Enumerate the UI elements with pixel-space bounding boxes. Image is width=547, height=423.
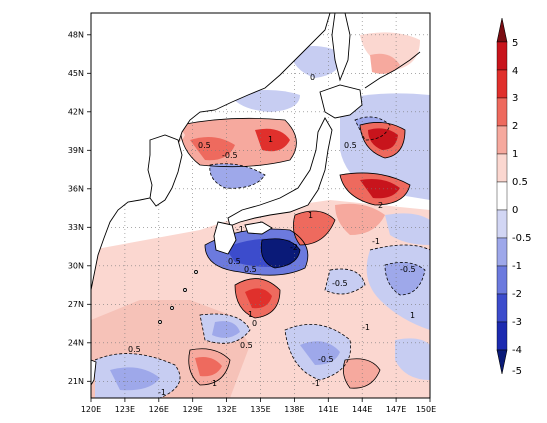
contour-label: -2	[290, 243, 298, 252]
lon-tick-labels: 120E 123E 126E 129E 132E 135E 138E 141E …	[81, 398, 436, 414]
hokkaido	[319, 84, 363, 119]
colorbar-swatch	[496, 153, 508, 183]
contour-label: 0.5	[228, 257, 241, 266]
colorbar-swatch	[496, 125, 508, 155]
contour-label-group: 0 -0.5 0.5 1 -1 0.5 -0.5 1 -1 2 -2 0.5 -…	[128, 73, 416, 397]
contour-label: -0.5	[222, 151, 238, 160]
colorbar-label: 2	[512, 121, 518, 132]
lat-label: 42N	[68, 108, 84, 117]
contour-label: -0.5	[400, 265, 416, 274]
colorbar-label: 4	[512, 66, 518, 77]
colorbar-swatch	[496, 181, 508, 211]
lon-label: 120E	[81, 405, 101, 414]
contour-label: 0.5	[198, 141, 211, 150]
contour-label: 0.5	[128, 345, 141, 354]
lat-tick-labels: 48N 45N 42N 39N 36N 33N 30N 27N 24N 21N	[68, 31, 91, 386]
contour-label: 1	[308, 211, 313, 220]
contour-label: -1	[158, 388, 166, 397]
lon-label: 150E	[416, 405, 436, 414]
colorbar-label: -3	[512, 317, 522, 328]
contour-label: 0.5	[344, 141, 357, 150]
colorbar: 5 4 3 2 1 0.5 0 -0.5 -1 -2 -3 -4 -5	[496, 17, 532, 377]
lat-label: 39N	[68, 146, 84, 155]
contour-label: -1	[236, 225, 244, 234]
contour-label: 0	[310, 73, 315, 82]
lat-label: 24N	[68, 339, 84, 348]
colorbar-swatch	[496, 209, 508, 239]
colorbar-swatch	[496, 321, 508, 351]
kuril-islands	[364, 51, 421, 89]
contour-label: -1	[362, 323, 370, 332]
colorbar-top-arrow	[496, 17, 508, 43]
contour-label: 1	[248, 310, 253, 319]
lat-label: 21N	[68, 377, 84, 386]
lat-label: 27N	[68, 300, 84, 309]
lon-label: 144E	[352, 405, 372, 414]
colorbar-swatch	[496, 293, 508, 323]
lon-label: 138E	[284, 405, 304, 414]
colorbar-label: 5	[512, 38, 518, 49]
contour-label: 0.5	[244, 265, 257, 274]
sakhalin	[331, 13, 351, 82]
colorbar-swatch	[496, 265, 508, 295]
contour-label: -0.5	[318, 355, 334, 364]
contour-label: 0.5	[240, 341, 253, 350]
lon-label: 132E	[216, 405, 236, 414]
colorbar-label: -2	[512, 289, 522, 300]
lon-label: 147E	[386, 405, 406, 414]
colorbar-label: 3	[512, 93, 518, 104]
colorbar-swatch	[496, 41, 508, 71]
contour-label: 0	[252, 319, 257, 328]
colorbar-label: 1	[512, 149, 518, 160]
colorbar-label: 0.5	[512, 177, 528, 188]
colorbar-bottom-arrow	[496, 349, 508, 375]
contour-label: 1	[212, 379, 217, 388]
lat-label: 33N	[68, 223, 84, 232]
colorbar-label: 0	[512, 205, 518, 216]
contour-label: 2	[378, 201, 383, 210]
korea	[147, 134, 183, 207]
colorbar-label: -0.5	[512, 233, 532, 244]
anomaly-fields	[91, 32, 430, 398]
colorbar-label: -4	[512, 345, 522, 356]
colorbar-label: -1	[512, 261, 522, 272]
land	[91, 13, 421, 386]
contour-label: -1	[372, 237, 380, 246]
shikoku	[244, 221, 273, 235]
lat-label: 48N	[68, 31, 84, 40]
colorbar-swatch	[496, 97, 508, 127]
colorbar-swatch	[496, 237, 508, 267]
contour-label: -1	[312, 379, 320, 388]
colorbar-label: -5	[512, 366, 522, 377]
lat-label: 36N	[68, 185, 84, 194]
lon-label: 126E	[149, 405, 169, 414]
lat-label: 30N	[68, 262, 84, 271]
colorbar-swatch	[496, 69, 508, 99]
lon-label: 135E	[250, 405, 270, 414]
taiwan	[91, 359, 97, 386]
lon-label: 141E	[318, 405, 338, 414]
lat-label: 45N	[68, 69, 84, 78]
honshu	[227, 117, 333, 227]
contour-label: 1	[268, 135, 273, 144]
kyushu	[213, 221, 237, 255]
contour-lines	[179, 117, 411, 389]
contour-label: -0.5	[332, 279, 348, 288]
lon-label: 129E	[183, 405, 203, 414]
contour-lines-negative	[94, 116, 430, 398]
contour-label: 1	[410, 311, 415, 320]
lon-label: 123E	[115, 405, 135, 414]
